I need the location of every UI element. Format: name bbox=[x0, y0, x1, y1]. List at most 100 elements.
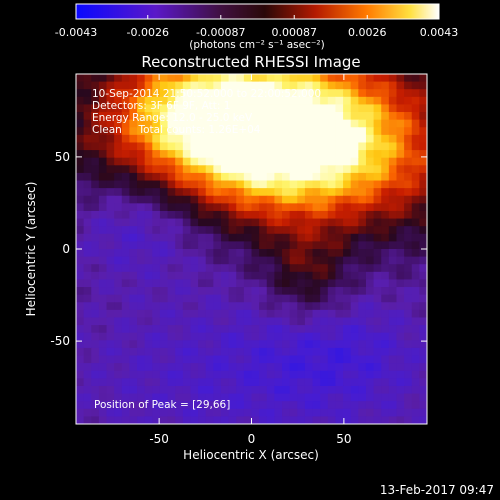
heatmap-cell bbox=[152, 165, 161, 174]
heatmap-cell bbox=[228, 309, 237, 319]
heatmap-cell bbox=[129, 74, 138, 83]
heatmap-cell bbox=[175, 279, 184, 288]
heatmap-cell bbox=[396, 203, 405, 212]
heatmap-cell bbox=[373, 195, 382, 204]
heatmap-cell bbox=[190, 104, 199, 113]
heatmap-cell bbox=[152, 347, 161, 357]
heatmap-cell bbox=[144, 340, 153, 349]
heatmap-cell bbox=[388, 271, 398, 281]
heatmap-cell bbox=[83, 302, 92, 311]
heatmap-cell bbox=[251, 256, 260, 265]
heatmap-cell bbox=[175, 172, 184, 182]
heatmap-cell bbox=[129, 340, 138, 349]
heatmap-cell bbox=[198, 264, 207, 273]
heatmap-cell bbox=[404, 134, 413, 144]
heatmap-cell bbox=[251, 74, 260, 83]
heatmap-cell bbox=[335, 279, 344, 288]
heatmap-cell bbox=[335, 271, 344, 281]
heatmap-cell bbox=[358, 226, 367, 235]
heatmap-cell bbox=[266, 74, 275, 83]
heatmap-cell bbox=[114, 172, 123, 182]
heatmap-cell bbox=[213, 210, 222, 220]
heatmap-cell bbox=[182, 195, 192, 204]
heatmap-cell bbox=[98, 302, 108, 311]
heatmap-cell bbox=[312, 210, 321, 220]
heatmap-cell bbox=[236, 119, 245, 128]
heatmap-cell bbox=[175, 150, 184, 159]
heatmap-cell bbox=[411, 188, 420, 197]
heatmap-cell bbox=[358, 256, 367, 265]
heatmap-cell bbox=[350, 302, 359, 311]
heatmap-cell bbox=[175, 302, 184, 311]
heatmap-cell bbox=[312, 112, 321, 121]
heatmap-cell bbox=[358, 325, 367, 334]
heatmap-cell bbox=[312, 165, 321, 174]
heatmap-cell bbox=[304, 401, 314, 410]
heatmap-cell bbox=[236, 264, 245, 273]
heatmap-cell bbox=[419, 74, 427, 83]
heatmap-cell bbox=[190, 309, 199, 319]
heatmap-cell bbox=[312, 203, 321, 212]
heatmap-cell bbox=[388, 393, 398, 402]
heatmap-cell bbox=[144, 332, 153, 341]
heatmap-cell bbox=[159, 119, 169, 128]
heatmap-cell bbox=[312, 74, 321, 83]
heatmap-cell bbox=[175, 89, 184, 98]
heatmap-cell bbox=[137, 302, 146, 311]
heatmap-cell bbox=[289, 104, 298, 113]
heatmap-cell bbox=[106, 325, 115, 334]
heatmap-cell bbox=[137, 210, 146, 220]
heatmap-cell bbox=[259, 96, 268, 106]
heatmap-cell bbox=[205, 385, 214, 395]
heatmap-cell bbox=[182, 309, 192, 319]
heatmap-cell bbox=[167, 127, 176, 136]
heatmap-cell bbox=[76, 81, 85, 90]
heatmap-cell bbox=[350, 89, 359, 98]
heatmap-cell bbox=[419, 218, 427, 227]
heatmap-cell bbox=[236, 112, 245, 121]
heatmap-cell bbox=[312, 104, 321, 113]
heatmap-cell bbox=[251, 416, 260, 424]
heatmap-cell bbox=[274, 363, 283, 372]
heatmap-cell bbox=[98, 408, 108, 417]
heatmap-cell bbox=[236, 347, 245, 357]
heatmap-cell bbox=[289, 112, 298, 121]
heatmap-cell bbox=[83, 249, 92, 258]
heatmap-cell bbox=[190, 74, 199, 83]
heatmap-cell bbox=[152, 142, 161, 151]
heatmap-cell bbox=[167, 195, 176, 204]
heatmap-cell bbox=[220, 363, 230, 372]
heatmap-cell bbox=[129, 302, 138, 311]
heatmap-cell bbox=[358, 134, 367, 144]
heatmap-cell bbox=[282, 233, 291, 242]
heatmap-cell bbox=[83, 165, 92, 174]
heatmap-cell bbox=[411, 104, 420, 113]
heatmap-cell bbox=[358, 195, 367, 204]
heatmap-cell bbox=[137, 89, 146, 98]
heatmap-cell bbox=[167, 378, 176, 387]
heatmap-cell bbox=[137, 157, 146, 166]
heatmap-cell bbox=[129, 347, 138, 357]
heatmap-cell bbox=[91, 119, 100, 128]
heatmap-cell bbox=[76, 370, 85, 379]
footer-timestamp: 13-Feb-2017 09:47 bbox=[380, 483, 494, 497]
heatmap-cell bbox=[251, 340, 260, 349]
heatmap-cell bbox=[312, 279, 321, 288]
heatmap-cell bbox=[243, 393, 253, 402]
heatmap-cell bbox=[282, 294, 291, 303]
heatmap-cell bbox=[404, 157, 413, 166]
heatmap-cell bbox=[289, 302, 298, 311]
heatmap-cell bbox=[220, 249, 230, 258]
heatmap-cell bbox=[419, 89, 427, 98]
heatmap-cell bbox=[198, 317, 207, 326]
heatmap-cell bbox=[259, 370, 268, 379]
heatmap-cell bbox=[320, 104, 329, 113]
heatmap-cell bbox=[137, 119, 146, 128]
heatmap-cell bbox=[121, 385, 131, 395]
heatmap-cell bbox=[220, 271, 230, 281]
heatmap-cell bbox=[76, 256, 85, 265]
heatmap-cell bbox=[182, 416, 192, 424]
heatmap-cell bbox=[411, 210, 420, 220]
heatmap-cell bbox=[198, 294, 207, 303]
heatmap-cell bbox=[289, 249, 298, 258]
